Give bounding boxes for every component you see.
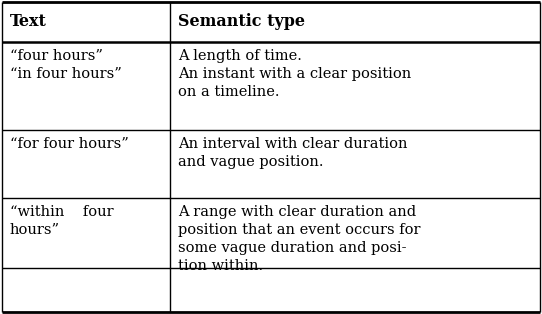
Text: An interval with clear duration
and vague position.: An interval with clear duration and vagu… <box>178 137 408 169</box>
Text: Text: Text <box>10 14 47 30</box>
Text: “within    four
hours”: “within four hours” <box>10 205 114 237</box>
Text: A length of time.
An instant with a clear position
on a timeline.: A length of time. An instant with a clea… <box>178 49 411 99</box>
Text: A range with clear duration and
position that an event occurs for
some vague dur: A range with clear duration and position… <box>178 205 421 273</box>
Text: “for four hours”: “for four hours” <box>10 137 129 151</box>
Text: “four hours”
“in four hours”: “four hours” “in four hours” <box>10 49 122 81</box>
Text: Semantic type: Semantic type <box>178 14 305 30</box>
